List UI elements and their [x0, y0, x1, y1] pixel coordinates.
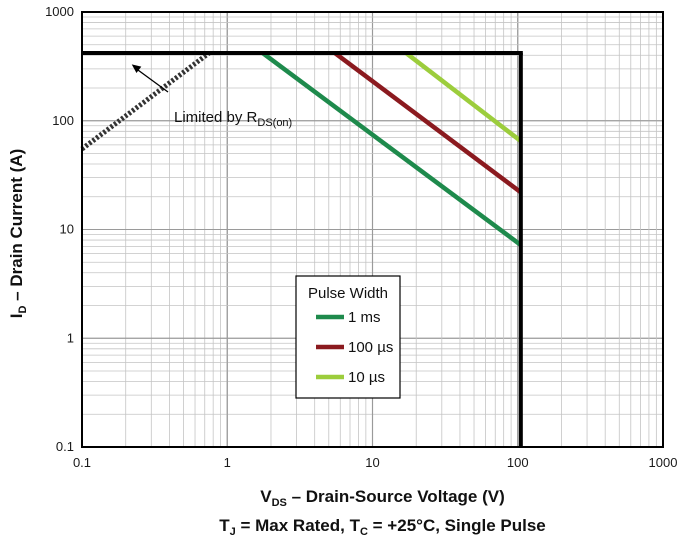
y-axis-title-rest: – Drain Current (A)	[7, 149, 26, 306]
y-axis-title: ID – Drain Current (A)	[7, 149, 29, 318]
legend-title: Pulse Width	[308, 285, 388, 302]
plot-frame	[81, 11, 664, 448]
series-line-100-µs	[333, 51, 523, 195]
legend-label: 100 µs	[348, 339, 393, 356]
annotation-main: Limited by R	[174, 109, 258, 126]
x-tick-label: 100	[507, 455, 529, 470]
x-axis-title-main: V	[260, 487, 272, 506]
x-axis-title: VDS – Drain-Source Voltage (V)	[260, 487, 505, 509]
chart-caption: TJ = Max Rated, TC = +25°C, Single Pulse	[219, 516, 546, 538]
y-tick-label: 10	[60, 222, 74, 237]
x-tick-label: 1000	[649, 455, 678, 470]
legend-items: 1 ms 100 µs 10 µs	[316, 309, 393, 386]
annotation-subscript: DS(on)	[257, 117, 292, 129]
legend-label: 10 µs	[348, 369, 385, 386]
y-axis-title-sub: D	[17, 306, 29, 314]
annotation-text: Limited by RDS(on)	[174, 109, 292, 129]
series-line-1-ms	[261, 51, 523, 247]
legend: Pulse Width 1 ms 100 µs 10 µs	[295, 275, 401, 399]
y-axis-title-main: I	[7, 314, 26, 319]
legend-label: 1 ms	[348, 309, 381, 326]
annotation-arrow-head	[131, 64, 142, 73]
data-lines	[80, 50, 523, 447]
caption-s1: J	[230, 526, 236, 538]
x-axis-title-rest: – Drain-Source Voltage (V)	[287, 487, 505, 506]
y-tick-label: 100	[52, 113, 74, 128]
x-axis-title-sub: DS	[272, 497, 287, 509]
x-tick-label: 1	[224, 455, 231, 470]
legend-box	[295, 275, 401, 399]
caption-p3: = +25°C, Single Pulse	[368, 516, 546, 535]
annotation-arrow	[135, 67, 169, 93]
caption-p1: T	[219, 516, 230, 535]
x-tick-label: 0.1	[73, 455, 91, 470]
y-tick-label: 1	[67, 330, 74, 345]
y-tick-label: 0.1	[56, 439, 74, 454]
rdson-annotation: Limited by RDS(on)	[131, 64, 292, 129]
y-tick-label: 1000	[45, 4, 74, 19]
caption-s2: C	[360, 526, 368, 538]
x-tick-label: 10	[365, 455, 379, 470]
rdson-limit-line	[80, 50, 211, 151]
tick-labels: 0.1 1 10 100 1000 0.1 1 10 100 1000	[45, 4, 677, 470]
series-line-10-µs	[404, 51, 523, 143]
caption-p2: = Max Rated, T	[236, 516, 361, 535]
